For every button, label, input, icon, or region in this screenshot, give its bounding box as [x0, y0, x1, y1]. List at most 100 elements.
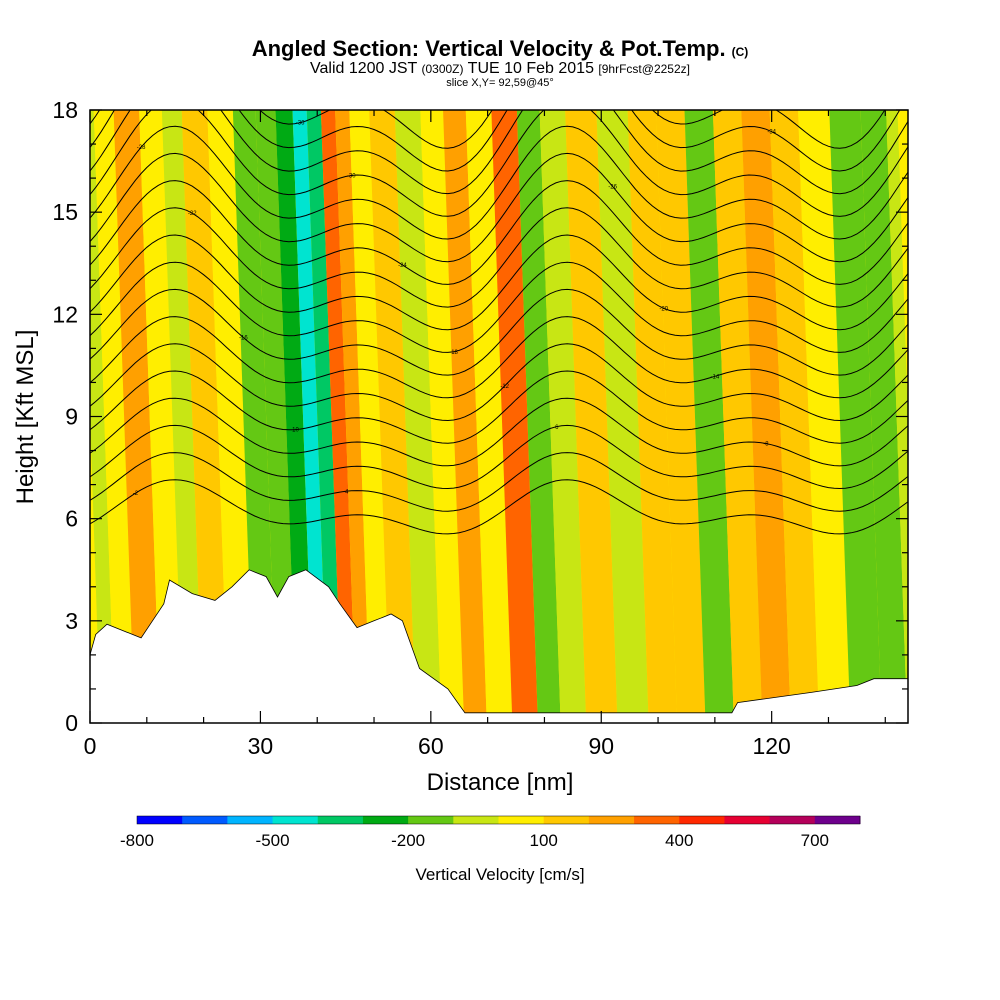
velocity-band [292, 110, 328, 723]
contour-label: -24 [398, 263, 407, 269]
colorbar-swatch [408, 816, 454, 824]
colorbar-swatch [272, 816, 319, 824]
velocity-band [255, 110, 297, 723]
contour-label: -34 [767, 130, 776, 136]
colorbar-swatch [814, 816, 861, 824]
colorbar-swatch [182, 816, 228, 824]
colorbar-frame [136, 815, 861, 825]
velocity-band [465, 110, 513, 723]
velocity-band [565, 110, 618, 723]
colorbar-swatch [362, 816, 409, 824]
contour-label: -4 [343, 489, 349, 495]
velocity-band [161, 110, 203, 723]
subtitle-valid: Valid 1200 JST [310, 60, 418, 77]
colorbar-label: Vertical Velocity [cm/s] [415, 865, 584, 884]
velocity-band [306, 110, 342, 723]
x-axis-label: Distance [nm] [427, 769, 574, 796]
velocity-band [798, 110, 851, 723]
velocity-band [369, 110, 416, 723]
colorbar-swatch [634, 816, 680, 824]
theta-contour [90, 207, 908, 308]
contour-label: -8 [763, 441, 769, 447]
velocity-band [394, 110, 442, 723]
velocity-band [275, 110, 314, 723]
colorbar-tick-label: -200 [391, 831, 425, 850]
theta-contour [90, 110, 901, 172]
theta-contour [90, 261, 908, 353]
velocity-band [596, 110, 649, 723]
colorbar-tick-label: 700 [801, 831, 829, 850]
axes: 0 30 60 90 120 0 3 6 9 12 15 18 [52, 97, 908, 759]
y-tick-label: 9 [65, 404, 78, 430]
velocity-band [829, 110, 882, 723]
chart-subtitle: Valid 1200 JST (0300Z) TUE 10 Feb 2015 [… [0, 60, 1000, 78]
velocity-band [741, 110, 791, 723]
colorbar-swatch [679, 816, 725, 824]
theta-contour [90, 370, 908, 444]
contour-label: -12 [500, 384, 509, 390]
contour-label: -20 [659, 306, 668, 312]
y-tick-label: 6 [65, 506, 78, 532]
theta-contour [90, 479, 908, 535]
y-tick-label: 3 [65, 608, 78, 634]
velocity-band [491, 110, 538, 723]
velocity-band [93, 110, 135, 723]
contour-label: -10 [290, 428, 299, 434]
title-text: Angled Section: Vertical Velocity & Pot.… [251, 36, 726, 61]
contour-label: -18 [449, 350, 458, 356]
colorbar-swatch [498, 816, 545, 824]
velocity-band [320, 110, 357, 723]
theta-contour [90, 343, 908, 422]
theta-contour [90, 110, 908, 217]
y-tick-label: 12 [52, 301, 78, 327]
theta-contour [90, 152, 908, 263]
colorbar-swatch [543, 816, 590, 824]
subtitle-utc: (0300Z) [421, 62, 464, 76]
y-tick-label: 18 [52, 97, 78, 123]
colorbar: -800 -500 -200 100 400 700 [120, 815, 861, 850]
contour-label: -36 [296, 121, 305, 127]
terrain [89, 569, 909, 724]
velocity-band [90, 110, 115, 723]
contour-label: -2 [133, 491, 139, 497]
x-tick-label: 120 [752, 733, 790, 759]
subtitle-fcst: [9hrFcst@2252z] [598, 62, 690, 76]
theta-contour [90, 110, 908, 195]
velocity-band [181, 110, 229, 723]
theta-contour [90, 424, 908, 490]
contour-label: -28 [137, 145, 146, 151]
contour-label: -32 [557, 70, 566, 76]
colorbar-tick-label: -800 [120, 831, 154, 850]
colorbar-swatch [227, 816, 274, 824]
colorbar-swatch [724, 816, 771, 824]
velocity-band [539, 110, 587, 723]
contour-label: -16 [239, 336, 248, 342]
contour-label: -30 [347, 173, 356, 179]
theta-contour [90, 316, 908, 399]
contour-label: -14 [711, 374, 720, 380]
theta-contour [90, 452, 908, 512]
theta-contour [90, 180, 908, 285]
theta-contour [90, 288, 908, 376]
colorbar-tick-label: 400 [665, 831, 693, 850]
velocity-band [769, 110, 820, 723]
title-unit: (C) [731, 45, 749, 59]
colorbar-swatch [588, 816, 635, 824]
contour-label: -26 [608, 184, 617, 190]
theta-contour [90, 125, 908, 240]
velocity-band [139, 110, 183, 723]
velocity-band [627, 110, 678, 723]
x-tick-label: 60 [418, 733, 444, 759]
velocity-band [712, 110, 763, 723]
colorbar-swatch [769, 816, 816, 824]
colorbar-swatch [453, 816, 499, 824]
theta-contours: -2 -4 -6 -8 -10 -12 -14 -16 -18 -20 -22 -24 -26 -28 -3… [90, 70, 908, 535]
x-tick-label: 90 [588, 733, 614, 759]
x-tick-label: 30 [248, 733, 274, 759]
x-tick-label: 0 [84, 733, 97, 759]
terrain-mask [89, 569, 909, 724]
colorbar-tick-label: 100 [530, 831, 558, 850]
contour-label: -6 [553, 425, 559, 431]
y-axis-label: Height [Kft MSL] [12, 330, 39, 505]
